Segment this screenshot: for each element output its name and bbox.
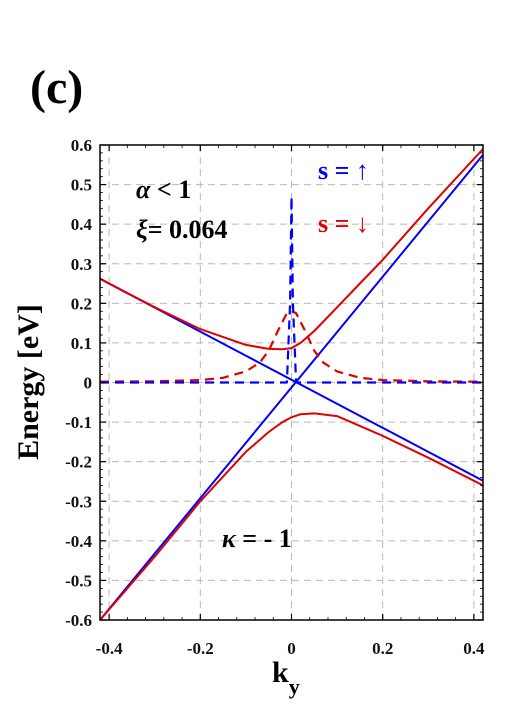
xi-value: = 0.064	[148, 215, 228, 244]
series-line-1	[99, 154, 484, 621]
tick-marks	[100, 144, 483, 621]
y-tick-label: 0.2	[71, 294, 92, 313]
y-tick-label: 0.5	[71, 176, 92, 195]
y-tick-label: 0	[84, 374, 93, 393]
series-line-4	[99, 310, 484, 383]
alpha-annotation: α < 1	[136, 175, 191, 204]
alpha-symbol: α	[136, 175, 151, 204]
x-tick-label: 0.4	[463, 639, 485, 658]
y-tick-label: 0.3	[71, 255, 92, 274]
series-layer	[99, 148, 484, 621]
y-tick-label: -0.6	[65, 611, 92, 630]
xi-symbol: ξ	[136, 215, 148, 244]
x-axis-title-main: k	[272, 656, 289, 689]
x-tick-label: -0.4	[96, 639, 123, 658]
y-tick-labels: 0.6 0.5 0.4 0.3 0.2 0.1 0 -0.1 -0.2 -0.3 -0.4 -0.5 -…	[65, 136, 92, 630]
x-tick-labels: -0.4 -0.2 0 0.2 0.4	[96, 639, 485, 658]
x-tick-label: 0.2	[372, 639, 393, 658]
kappa-symbol: κ	[222, 524, 237, 553]
y-tick-label: -0.1	[65, 413, 92, 432]
legend-spin-down: s = ↓	[318, 209, 369, 238]
kappa-annotation: κ = - 1	[222, 524, 292, 553]
series-line-3	[99, 412, 484, 621]
y-tick-label: 0.1	[71, 334, 92, 353]
series-line-2	[99, 148, 484, 351]
x-tick-label: 0	[287, 639, 296, 658]
x-axis-title-subscript: y	[289, 674, 300, 699]
series-line-5	[100, 195, 483, 384]
x-axis-title: ky	[272, 656, 300, 699]
panel-label: (c)	[30, 61, 83, 114]
y-tick-label: -0.4	[65, 532, 92, 551]
y-tick-label: -0.2	[65, 453, 92, 472]
x-tick-label: -0.2	[187, 639, 214, 658]
kappa-value: = - 1	[236, 524, 292, 553]
alpha-condition: < 1	[150, 175, 191, 204]
xi-annotation: ξ= 0.064	[136, 215, 228, 244]
y-tick-label: -0.3	[65, 492, 92, 511]
legend-spin-up: s = ↑	[318, 156, 369, 185]
y-tick-label: 0.6	[71, 136, 92, 155]
y-axis-title: Energy [eV]	[12, 304, 45, 460]
y-tick-label: -0.5	[65, 571, 92, 590]
y-tick-label: 0.4	[71, 215, 93, 234]
